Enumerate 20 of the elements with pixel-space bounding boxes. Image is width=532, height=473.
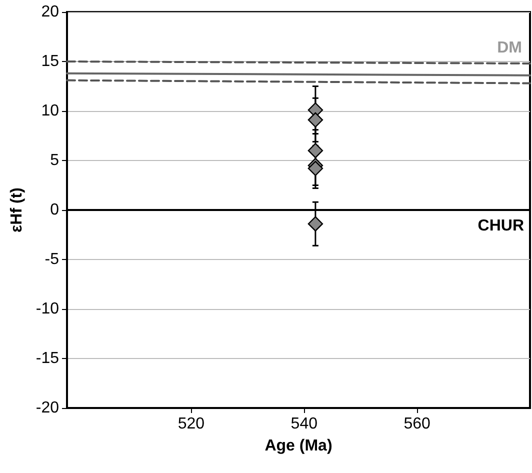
point — [308, 112, 324, 128]
ref-line-label: CHUR — [478, 218, 524, 234]
y-tick-label: 5 — [50, 152, 60, 169]
point — [308, 143, 324, 158]
y-tick-label: 20 — [41, 4, 60, 20]
x-tick-label: 520 — [178, 416, 205, 432]
annotation: DM — [497, 40, 522, 56]
y-tick-label: 0 — [50, 202, 60, 218]
point — [308, 160, 324, 176]
y-tick-label: -20 — [36, 400, 60, 416]
x-tick-label: 540 — [290, 416, 318, 432]
y-tick-label: -10 — [36, 300, 60, 318]
y-tick-label: 10 — [41, 102, 60, 120]
y-tick-label: -5 — [44, 251, 60, 268]
y-axis-title: εHf (t) — [8, 188, 26, 232]
y-tick-label: -15 — [36, 350, 60, 367]
y-tick-label: 15 — [41, 53, 60, 70]
point — [308, 216, 324, 232]
x-axis-title: Age (Ma) — [264, 438, 332, 454]
x-tick-label: 560 — [404, 416, 431, 432]
